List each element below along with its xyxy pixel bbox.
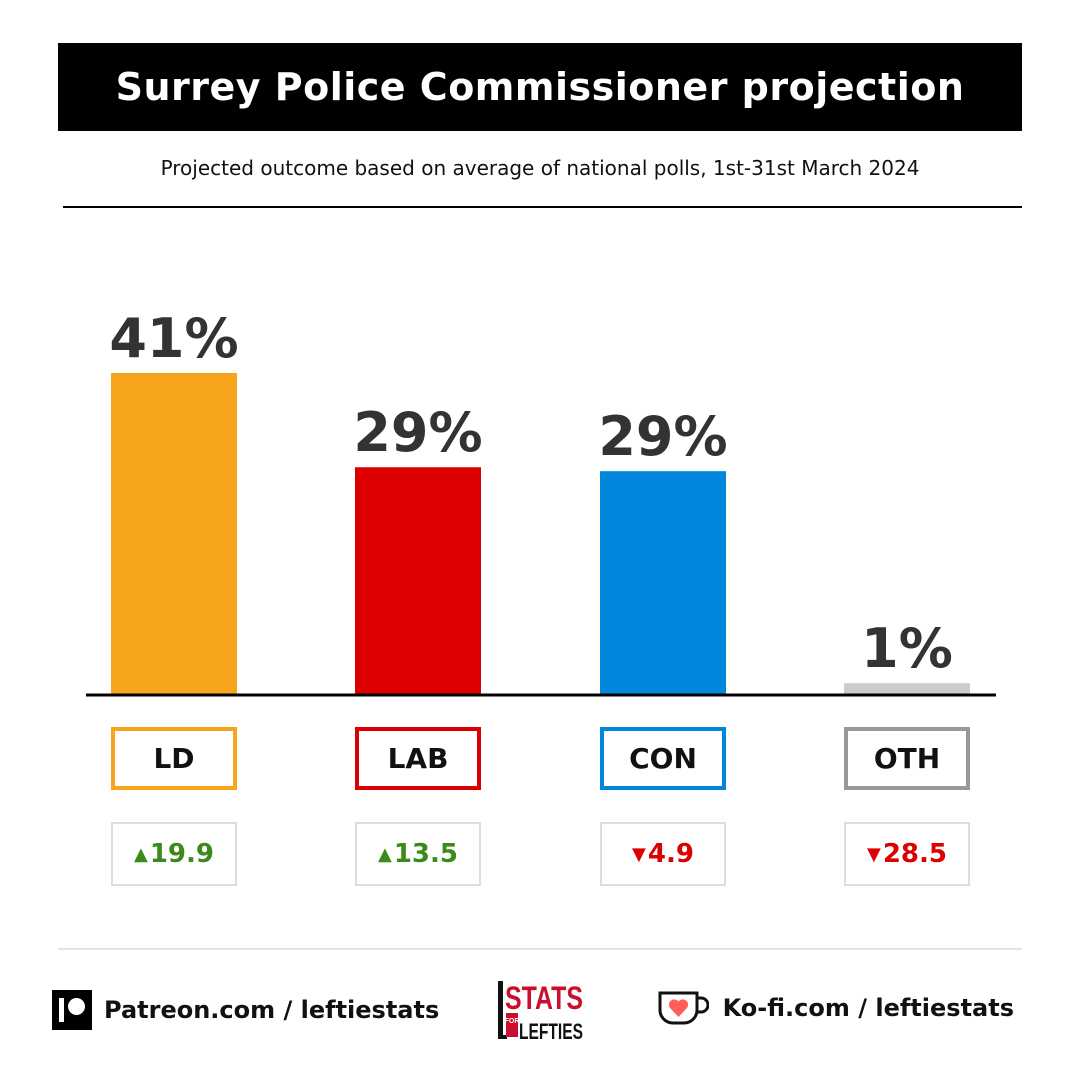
party-label-con: CON <box>600 727 726 790</box>
triangle-up-icon: ▲ <box>134 843 148 865</box>
chart-subtitle: Projected outcome based on average of na… <box>160 156 920 180</box>
header-divider <box>63 206 1022 208</box>
bar-value-label-ld: 41% <box>109 307 238 370</box>
stats-for-lefties-logo: STATS FOR LEFTIES <box>498 980 583 1043</box>
change-value: 13.5 <box>393 839 458 869</box>
change-con: ▼ 4.9 <box>600 822 726 886</box>
kofi-text: Ko-fi.com / leftiestats <box>722 994 1014 1022</box>
bar-oth <box>844 683 970 695</box>
bar-con <box>600 471 726 695</box>
change-value: 4.9 <box>647 839 694 869</box>
party-label-ld: LD <box>111 727 237 790</box>
patreon-link[interactable]: Patreon.com / leftiestats <box>52 990 439 1030</box>
change-value: 19.9 <box>149 839 214 869</box>
change-value: 28.5 <box>882 839 947 869</box>
bar-lab <box>355 467 481 695</box>
party-label-lab: LAB <box>355 727 481 790</box>
party-label-oth: OTH <box>844 727 970 790</box>
title-bar: Surrey Police Commissioner projection <box>58 43 1022 131</box>
kofi-link[interactable]: Ko-fi.com / leftiestats <box>657 990 1014 1026</box>
change-lab: ▲ 13.5 <box>355 822 481 886</box>
logo-stats-text: STATS <box>505 980 583 1016</box>
footer-divider <box>58 948 1022 950</box>
triangle-down-icon: ▼ <box>867 843 881 865</box>
patreon-icon <box>52 990 92 1030</box>
triangle-up-icon: ▲ <box>378 843 392 865</box>
logo-for-text: FOR <box>505 1018 520 1025</box>
logo-lefties-text: LEFTIES <box>519 1019 583 1043</box>
change-oth: ▼ 28.5 <box>844 822 970 886</box>
patreon-text: Patreon.com / leftiestats <box>104 996 440 1024</box>
kofi-cup-heart-icon <box>658 991 709 1025</box>
change-ld: ▲ 19.9 <box>111 822 237 886</box>
bar-value-label-oth: 1% <box>861 617 953 680</box>
triangle-down-icon: ▼ <box>632 843 646 865</box>
bar-ld <box>111 373 237 695</box>
bar-value-label-con: 29% <box>598 405 727 468</box>
chart-title: Surrey Police Commissioner projection <box>115 65 965 109</box>
bar-value-label-lab: 29% <box>353 401 482 464</box>
